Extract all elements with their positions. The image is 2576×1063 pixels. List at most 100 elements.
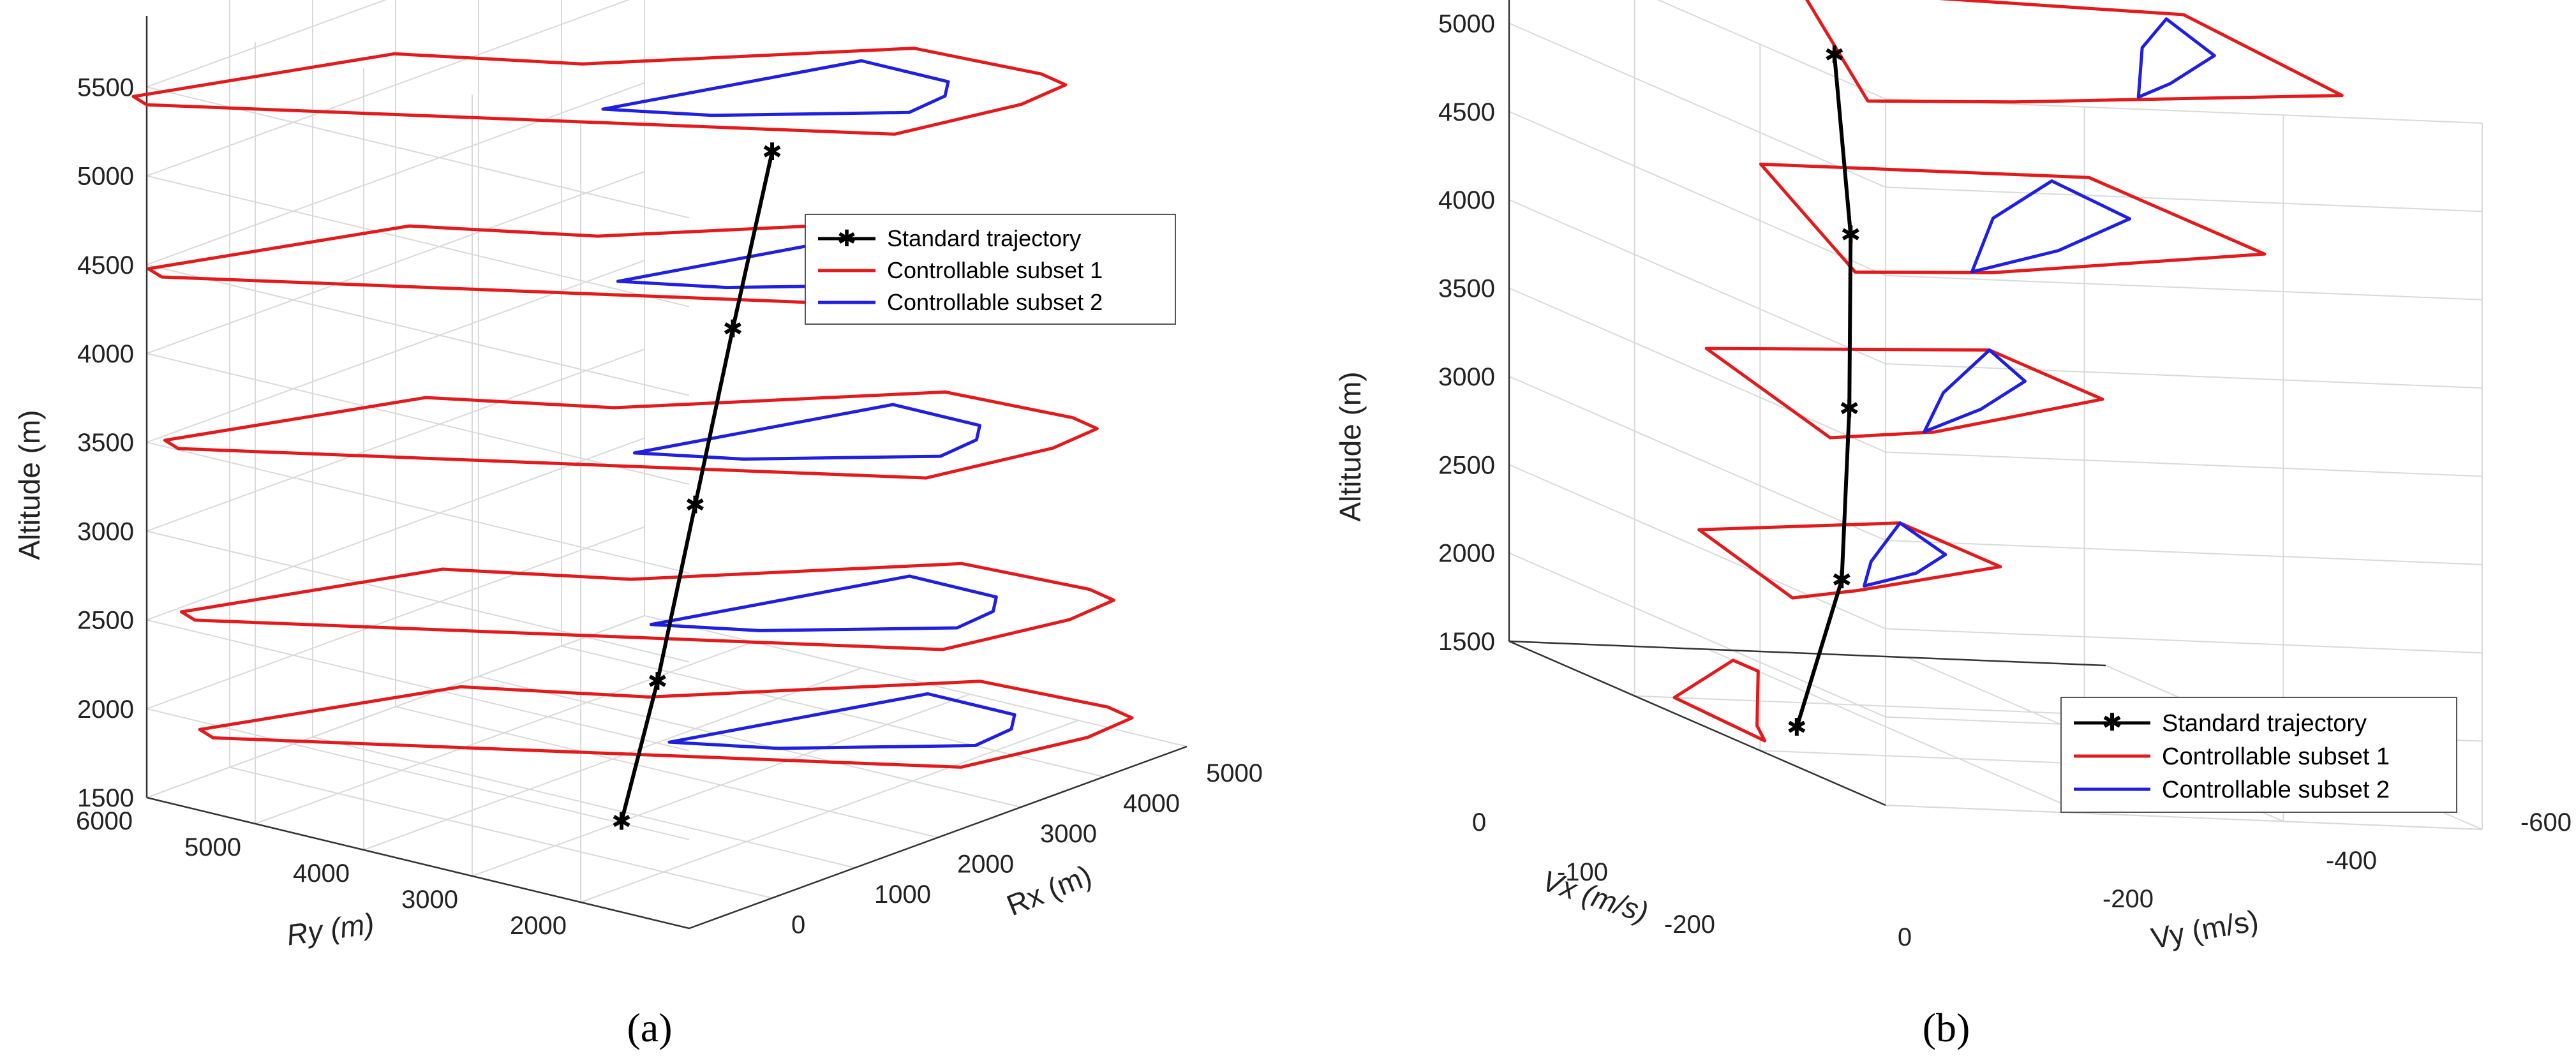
panel-a-3d-plot: ✱ ✱ ✱ ✱ ✱ 1500 2000 2500 3000 3500 4000 4500 5000 55… [13,0,1263,1050]
subset2-outline [2136,17,2216,99]
panel-b-grid [1508,0,2483,830]
panel-b-ticks: 1500200025003000350040004500500055000-10… [1438,10,2572,951]
x-tick-label: 0 [791,911,805,939]
trajectory-marker: ✱ [611,809,632,836]
panel-a-standard-trajectory: ✱ ✱ ✱ ✱ ✱ [611,139,782,835]
z-tick-label: 1500 [77,784,134,812]
legend-label-subset2: Controllable subset 2 [2162,777,2390,803]
grid-line-x-floor [229,766,773,899]
trajectory-marker: ✱ [647,669,667,695]
subset1-outline [1672,658,1767,743]
legend-label-trajectory: Standard trajectory [887,225,1081,251]
z-tick-label: 3500 [77,429,134,457]
grid-line-z [146,353,690,485]
y-tick-label: 5000 [184,833,241,861]
grid-line-x-floor [312,736,856,868]
trajectory-line [1794,54,1853,728]
y-tick-label: 4000 [293,859,350,888]
z-tick-label: 2500 [77,607,134,635]
grid-line-z [146,442,690,574]
trajectory-marker: ✱ [1787,715,1807,741]
panel-b-standard-trajectory: ✱ ✱ ✱ ✱ ✱ [1787,42,1861,741]
z-tick-label: 3500 [1438,275,1495,303]
grid-line-z [146,708,690,840]
z-tick-label: 4000 [1438,186,1495,214]
legend-label-trajectory: Standard trajectory [2162,710,2367,737]
x-tick-label: 0 [1472,808,1486,836]
grid-line-x-floor [395,706,939,838]
subset2-outline [632,403,981,461]
panel-b-subset-layers [1672,0,2344,743]
y-tick-label: 2000 [510,912,567,940]
panel-a-xlabel: Rx (m) [1002,858,1096,922]
y-tick-label: 3000 [401,886,458,914]
grid-line-x-floor [644,615,1187,747]
trajectory-marker: ✱ [1831,567,1852,594]
panel-b-zlabel: Altitude (m) [1334,371,1367,521]
grid-line-x-floor [478,676,1022,808]
panel-a-legend: ✱ Standard trajectory Controllable subse… [805,214,1176,325]
z-tick-label: 3000 [77,517,134,546]
panel-a-zlabel: Altitude (m) [13,410,46,560]
trajectory-marker: ✱ [1824,42,1845,69]
panel-a-floor-axes [146,745,1187,930]
panel-b-ylabel: Vy (m/s) [2148,903,2261,955]
z-tick-label: 1500 [1438,628,1495,656]
trajectory-marker: ✱ [1839,396,1859,423]
legend-label-subset1: Controllable subset 1 [2162,743,2390,770]
x-tick-label: 1000 [874,881,931,909]
z-tick-label: 5000 [1438,10,1495,38]
panel-a-grid [145,0,1187,930]
grid-line-z [1657,0,2483,124]
panel-a-ylabel: Ry (m) [285,907,376,952]
y-tick-label: -400 [2326,847,2377,875]
panel-a-caption: (a) [627,1005,672,1050]
subset1-outline [163,390,1099,480]
subset1-outline [1704,346,2104,440]
x-tick-label: 2000 [957,851,1014,879]
subset1-outline [131,47,1068,136]
subset2-outline [1923,348,2027,434]
trajectory-marker: ✱ [722,316,743,343]
panel-a-ticks: 1500 2000 2500 3000 3500 4000 4500 5000 5500 6000… [76,73,1263,940]
subset2-outline [1970,179,2131,274]
subset1-outline [198,680,1134,769]
trajectory-marker: ✱ [685,493,705,519]
grid-line-z [146,264,690,396]
subset1-outline [179,561,1115,651]
grid-line-x-floor [1885,805,2483,830]
subset2-outline [667,692,1016,750]
x-tick-label: -200 [1664,911,1715,939]
subset2-outline [601,59,950,117]
x-tick-label: 5000 [1206,759,1263,787]
panel-b-caption: (b) [1923,1005,1970,1050]
grid-line-z [146,619,690,752]
y-tick-label: -200 [2103,885,2154,913]
trajectory-marker: ✱ [762,139,782,166]
trajectory-line [620,151,774,822]
subset1-outline [1697,521,2002,600]
subset2-outline [649,574,998,632]
legend-marker-trajectory: ✱ [837,225,856,251]
panel-b-3d-plot: ✱✱✱✱✱ 1500200025003000350040004500500055… [1334,0,2572,1050]
y-tick-label: 0 [1898,923,1912,951]
x-tick-label: 3000 [1040,820,1097,848]
z-tick-label: 4500 [1438,98,1495,126]
panel-a-subset-layers [131,47,1134,769]
subset2-outline [1863,521,1947,588]
panel-b-front-axis-x [1508,640,1886,807]
x-tick-label: -100 [1557,858,1608,886]
z-tick-label: 2000 [77,695,134,724]
z-tick-label: 5500 [77,73,134,101]
z-tick-label: 2500 [1438,451,1495,479]
x-tick-label: 4000 [1123,790,1180,818]
subset1-outline [1805,0,2344,104]
grid-line-z [146,175,690,308]
panel-b-front-axis-y [1508,640,2106,667]
subset1-outline [1759,162,2267,274]
legend-label-subset2: Controllable subset 2 [887,289,1103,315]
panel-b-legend: ✱ Standard trajectory Controllable subse… [2060,697,2457,813]
z-tick-label: 3000 [1438,363,1495,391]
y-tick-label: 6000 [76,807,133,835]
